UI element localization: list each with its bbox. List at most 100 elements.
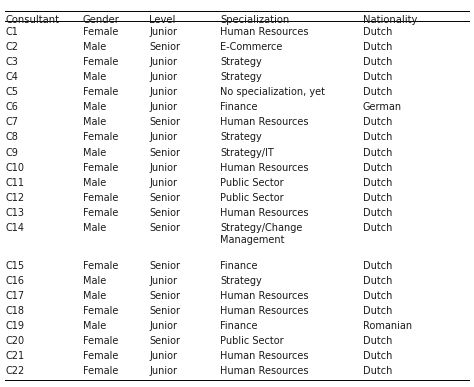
- Text: Dutch: Dutch: [363, 27, 392, 37]
- Text: Dutch: Dutch: [363, 178, 392, 188]
- Text: Senior: Senior: [149, 117, 180, 127]
- Text: Junior: Junior: [149, 163, 177, 173]
- Text: Senior: Senior: [149, 193, 180, 203]
- Text: Human Resources: Human Resources: [220, 27, 309, 37]
- Text: Senior: Senior: [149, 336, 180, 346]
- Text: C20: C20: [6, 336, 25, 346]
- Text: C5: C5: [6, 87, 18, 97]
- Text: Senior: Senior: [149, 147, 180, 158]
- Text: Junior: Junior: [149, 27, 177, 37]
- Text: Public Sector: Public Sector: [220, 336, 284, 346]
- Text: Human Resources: Human Resources: [220, 351, 309, 361]
- Text: Junior: Junior: [149, 102, 177, 112]
- Text: Public Sector: Public Sector: [220, 193, 284, 203]
- Text: Junior: Junior: [149, 366, 177, 377]
- Text: Level: Level: [149, 15, 176, 26]
- Text: Human Resources: Human Resources: [220, 163, 309, 173]
- Text: Consultant: Consultant: [6, 15, 60, 26]
- Text: Gender: Gender: [83, 15, 120, 26]
- Text: Female: Female: [83, 87, 118, 97]
- Text: Male: Male: [83, 291, 106, 301]
- Text: Strategy: Strategy: [220, 72, 262, 82]
- Text: Dutch: Dutch: [363, 336, 392, 346]
- Text: Dutch: Dutch: [363, 57, 392, 67]
- Text: C15: C15: [6, 261, 25, 271]
- Text: Finance: Finance: [220, 261, 258, 271]
- Text: Dutch: Dutch: [363, 163, 392, 173]
- Text: Female: Female: [83, 336, 118, 346]
- Text: Male: Male: [83, 321, 106, 331]
- Text: Dutch: Dutch: [363, 72, 392, 82]
- Text: Strategy: Strategy: [220, 57, 262, 67]
- Text: C17: C17: [6, 291, 25, 301]
- Text: Dutch: Dutch: [363, 87, 392, 97]
- Text: C1: C1: [6, 27, 18, 37]
- Text: Dutch: Dutch: [363, 276, 392, 286]
- Text: Female: Female: [83, 57, 118, 67]
- Text: Junior: Junior: [149, 178, 177, 188]
- Text: C4: C4: [6, 72, 18, 82]
- Text: C18: C18: [6, 306, 25, 316]
- Text: C6: C6: [6, 102, 18, 112]
- Text: Dutch: Dutch: [363, 291, 392, 301]
- Text: Dutch: Dutch: [363, 306, 392, 316]
- Text: C2: C2: [6, 42, 18, 52]
- Text: Human Resources: Human Resources: [220, 291, 309, 301]
- Text: Dutch: Dutch: [363, 351, 392, 361]
- Text: Female: Female: [83, 366, 118, 377]
- Text: Female: Female: [83, 27, 118, 37]
- Text: Human Resources: Human Resources: [220, 306, 309, 316]
- Text: Female: Female: [83, 193, 118, 203]
- Text: Human Resources: Human Resources: [220, 366, 309, 377]
- Text: Public Sector: Public Sector: [220, 178, 284, 188]
- Text: C22: C22: [6, 366, 25, 377]
- Text: Female: Female: [83, 208, 118, 218]
- Text: C7: C7: [6, 117, 18, 127]
- Text: Senior: Senior: [149, 306, 180, 316]
- Text: Dutch: Dutch: [363, 147, 392, 158]
- Text: Senior: Senior: [149, 261, 180, 271]
- Text: C19: C19: [6, 321, 25, 331]
- Text: Senior: Senior: [149, 208, 180, 218]
- Text: Dutch: Dutch: [363, 193, 392, 203]
- Text: Male: Male: [83, 178, 106, 188]
- Text: Junior: Junior: [149, 72, 177, 82]
- Text: Female: Female: [83, 261, 118, 271]
- Text: C11: C11: [6, 178, 25, 188]
- Text: Female: Female: [83, 163, 118, 173]
- Text: Junior: Junior: [149, 57, 177, 67]
- Text: Dutch: Dutch: [363, 261, 392, 271]
- Text: Dutch: Dutch: [363, 208, 392, 218]
- Text: Senior: Senior: [149, 42, 180, 52]
- Text: C9: C9: [6, 147, 18, 158]
- Text: C16: C16: [6, 276, 25, 286]
- Text: Specialization: Specialization: [220, 15, 290, 26]
- Text: C12: C12: [6, 193, 25, 203]
- Text: Male: Male: [83, 223, 106, 233]
- Text: Senior: Senior: [149, 223, 180, 233]
- Text: Human Resources: Human Resources: [220, 117, 309, 127]
- Text: Human Resources: Human Resources: [220, 208, 309, 218]
- Text: German: German: [363, 102, 402, 112]
- Text: Junior: Junior: [149, 276, 177, 286]
- Text: Dutch: Dutch: [363, 117, 392, 127]
- Text: Strategy/IT: Strategy/IT: [220, 147, 274, 158]
- Text: Dutch: Dutch: [363, 366, 392, 377]
- Text: Senior: Senior: [149, 291, 180, 301]
- Text: C3: C3: [6, 57, 18, 67]
- Text: Dutch: Dutch: [363, 42, 392, 52]
- Text: Male: Male: [83, 72, 106, 82]
- Text: Finance: Finance: [220, 102, 258, 112]
- Text: Junior: Junior: [149, 132, 177, 142]
- Text: Strategy/Change
Management: Strategy/Change Management: [220, 223, 303, 245]
- Text: Female: Female: [83, 351, 118, 361]
- Text: E-Commerce: E-Commerce: [220, 42, 283, 52]
- Text: Strategy: Strategy: [220, 276, 262, 286]
- Text: C13: C13: [6, 208, 25, 218]
- Text: Male: Male: [83, 147, 106, 158]
- Text: Male: Male: [83, 117, 106, 127]
- Text: C21: C21: [6, 351, 25, 361]
- Text: C8: C8: [6, 132, 18, 142]
- Text: C14: C14: [6, 223, 25, 233]
- Text: Dutch: Dutch: [363, 223, 392, 233]
